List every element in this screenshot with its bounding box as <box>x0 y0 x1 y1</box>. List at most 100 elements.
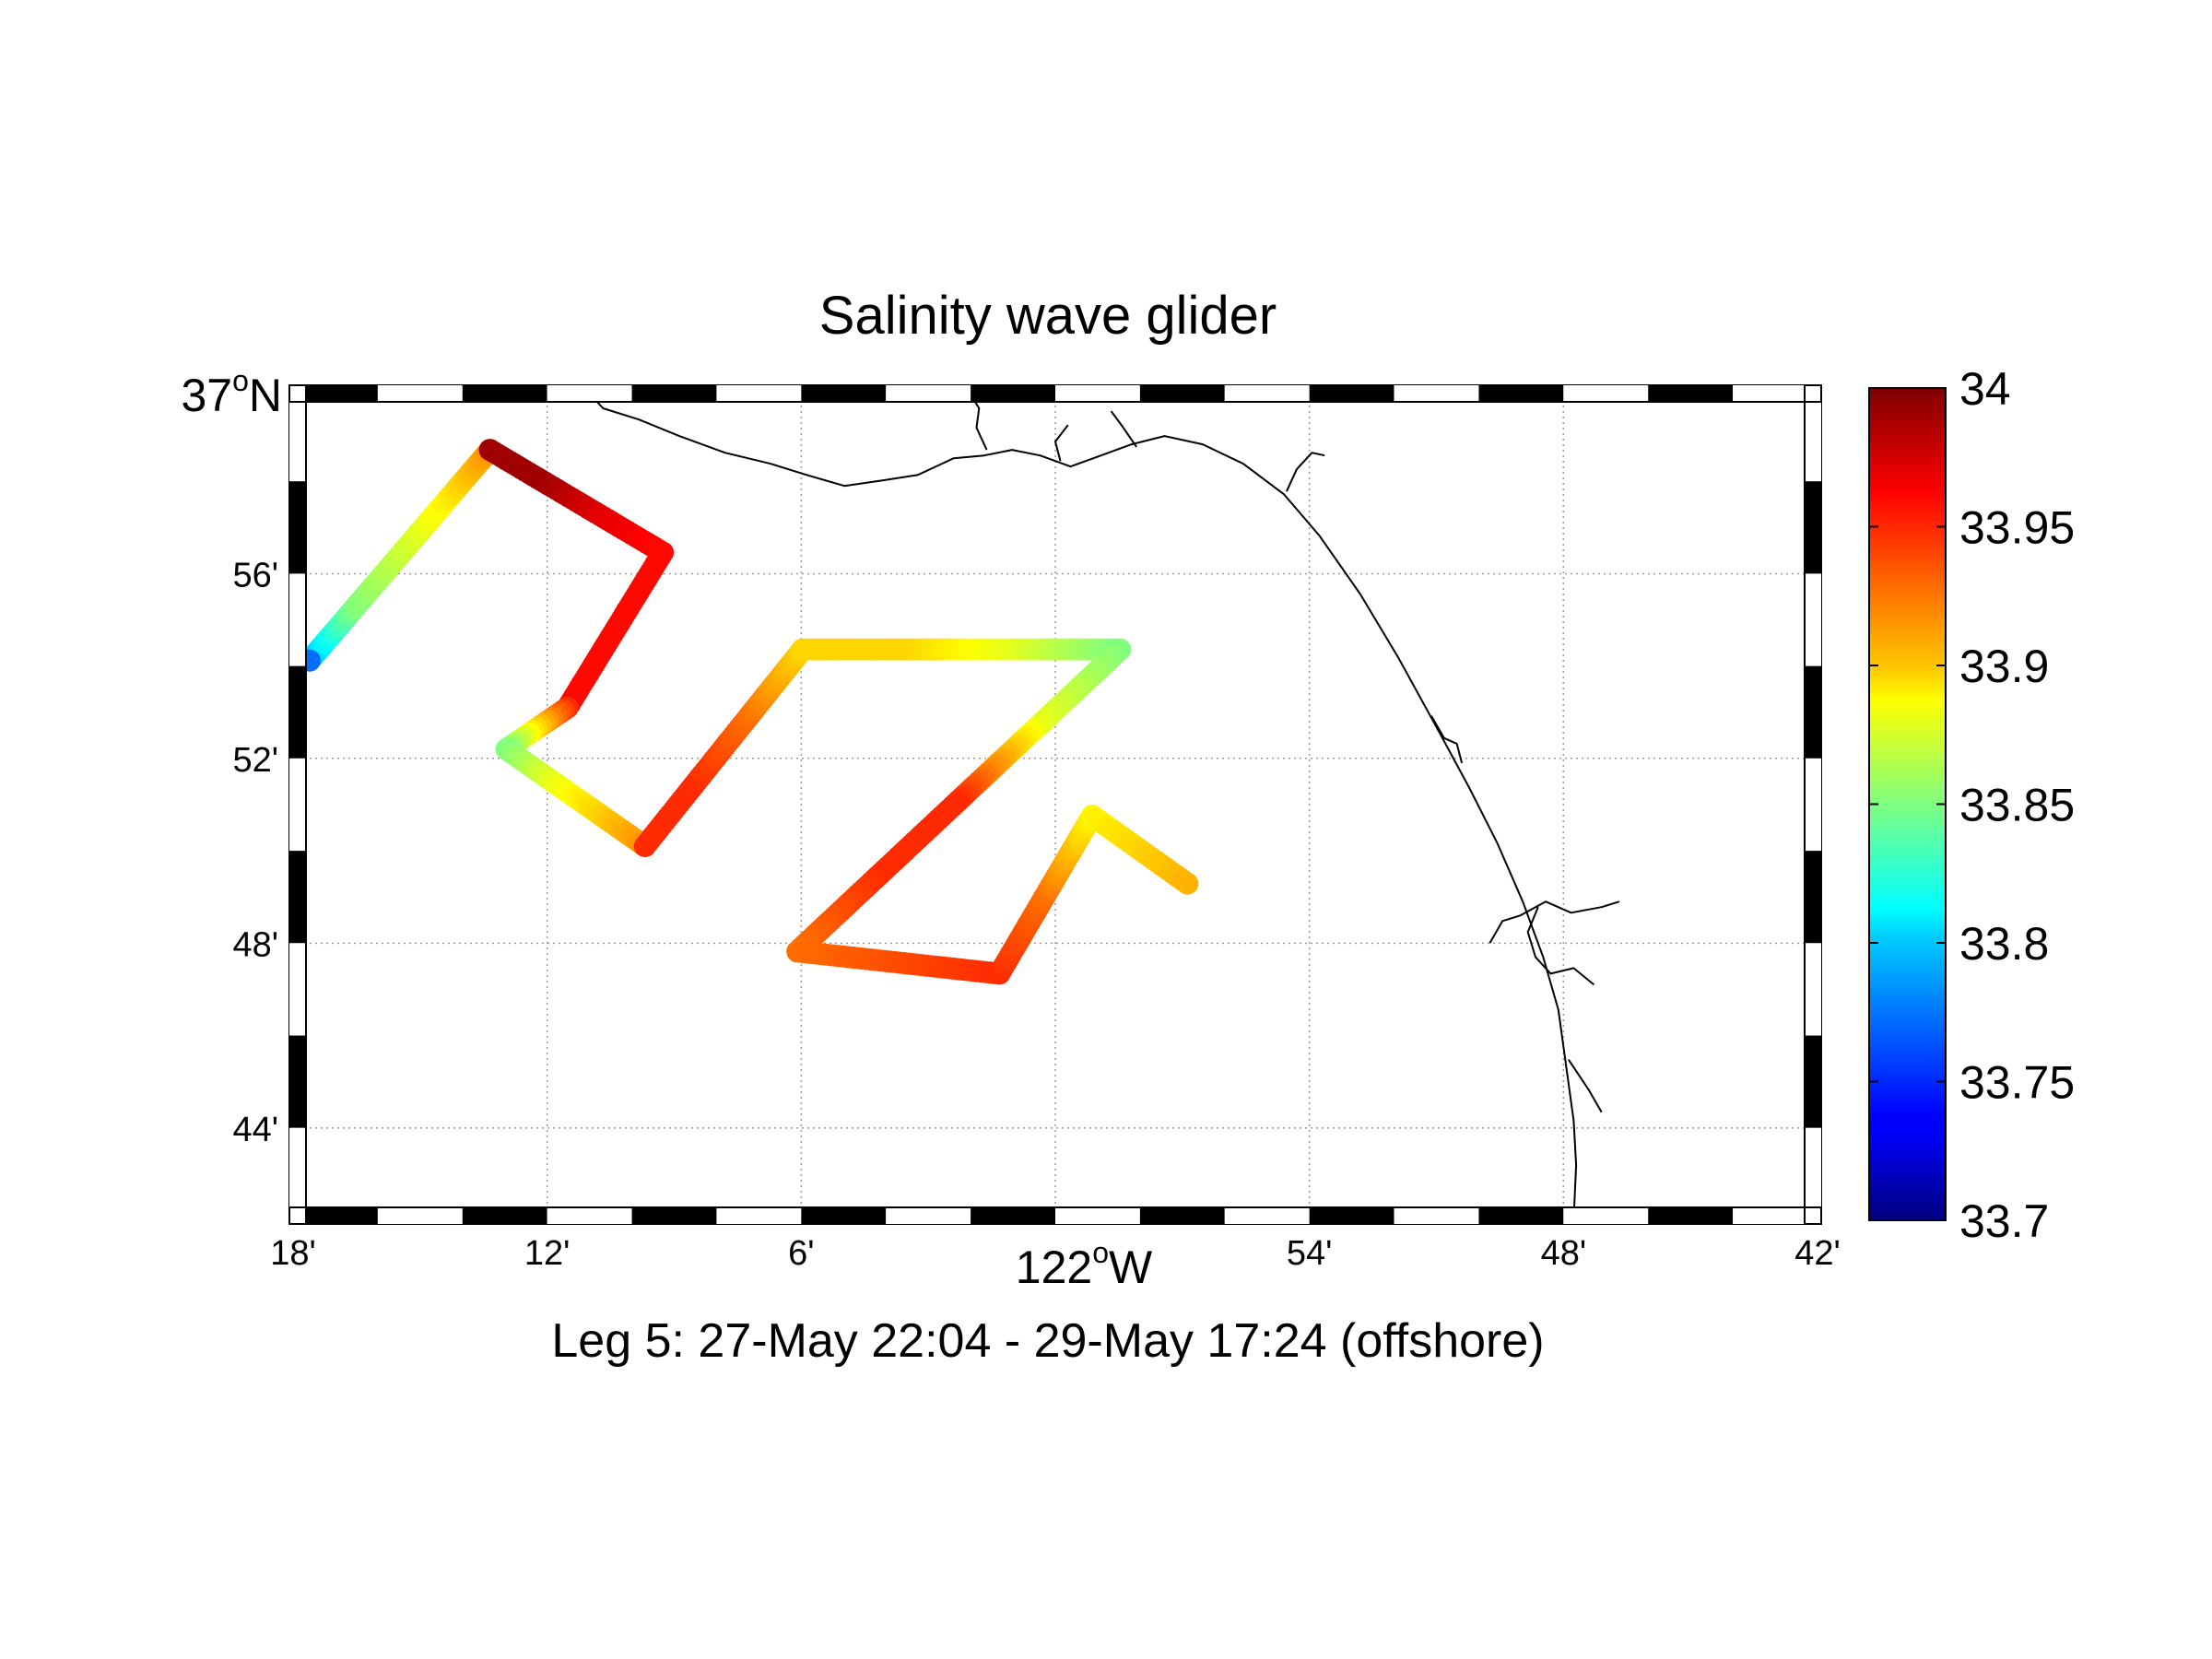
coastline-segment <box>592 398 1578 1211</box>
frame-segment-left <box>289 573 306 666</box>
frame-segment-top <box>1648 385 1734 402</box>
frame-segment-bottom <box>547 1207 632 1224</box>
frame-corner <box>288 1206 307 1225</box>
coastline-segment <box>1488 900 1620 944</box>
lat-corner-label: 37oN <box>181 364 282 421</box>
colorbar-tick-label: 33.75 <box>1959 1057 2075 1109</box>
frame-segment-right <box>1805 402 1821 482</box>
frame-segment-bottom <box>1055 1207 1140 1224</box>
plot-area-border <box>305 401 1806 1208</box>
x-tick-label: 12' <box>524 1234 571 1273</box>
frame-segment-bottom <box>886 1207 971 1224</box>
frame-segment-left <box>289 1127 306 1207</box>
colorbar-gradient <box>1868 387 1947 1221</box>
colorbar-tick-label: 33.9 <box>1959 641 2049 692</box>
frame-segment-top <box>971 385 1055 402</box>
frame-segment-top <box>1139 385 1225 402</box>
x-tick-label: 42' <box>1794 1234 1841 1273</box>
colorbar-tick-label: 33.7 <box>1959 1195 2049 1247</box>
map-grid <box>302 398 1808 1211</box>
coastline-segment <box>1567 1059 1603 1113</box>
frame-segment-bottom <box>1224 1207 1310 1224</box>
frame-segment-right <box>1805 573 1821 666</box>
x-tick-label: 54' <box>1287 1234 1333 1273</box>
colorbar-tick-label: 34 <box>1959 363 2011 415</box>
y-tick-label: 44' <box>232 1111 278 1149</box>
coastline-segment <box>1054 424 1069 462</box>
map-frame <box>288 384 1822 1225</box>
colorbar: 34 33.95 33.9 33.85 33.8 33.75 33.7 <box>1868 363 2075 1247</box>
frame-segment-top <box>377 385 463 402</box>
frame-segment-bottom <box>1563 1207 1649 1224</box>
y-tick-label: 52' <box>232 741 278 780</box>
x-tick-label: 18' <box>270 1234 316 1273</box>
colorbar-tick-label: 33.95 <box>1959 502 2075 554</box>
frame-segment-left <box>289 481 306 574</box>
frame-segment-bottom <box>462 1207 547 1224</box>
lat-corner-suffix: N <box>249 370 282 421</box>
frame-segment-top <box>547 385 632 402</box>
coastline-segment <box>1526 906 1595 986</box>
x-tick-label: 6' <box>788 1234 814 1273</box>
frame-segment-right <box>1805 481 1821 574</box>
track-point <box>1176 872 1199 895</box>
lon-center-sup: o <box>1092 1236 1109 1269</box>
coastline-segment <box>1110 410 1138 448</box>
frame-segment-bottom <box>1394 1207 1479 1224</box>
frame-segment-bottom <box>1478 1207 1564 1224</box>
frame-segment-right <box>1805 943 1821 1036</box>
frame-segment-bottom <box>1648 1207 1734 1224</box>
frame-segment-top <box>1055 385 1140 402</box>
coastline <box>592 398 1620 1211</box>
coastline-segment <box>1430 715 1464 764</box>
frame-segment-bottom <box>1733 1207 1805 1224</box>
frame-segment-right <box>1805 851 1821 944</box>
frame-segment-bottom <box>971 1207 1055 1224</box>
lat-corner-deg: 37 <box>181 370 232 421</box>
frame-segment-left <box>289 665 306 759</box>
glider-track <box>302 439 1199 985</box>
frame-segment-top <box>886 385 971 402</box>
frame-segment-bottom <box>801 1207 887 1224</box>
frame-segment-bottom <box>631 1207 717 1224</box>
frame-segment-top <box>801 385 887 402</box>
x-tick-labels: 18' 12' 6' 54' 48' 42' <box>270 1234 1841 1273</box>
frame-corner <box>1804 1206 1822 1225</box>
frame-segment-bottom <box>306 1207 378 1224</box>
chart-title: Salinity wave glider <box>819 286 1277 346</box>
frame-segment-top <box>716 385 802 402</box>
colorbar-tick-label: 33.8 <box>1959 918 2049 970</box>
frame-segment-right <box>1805 1127 1821 1207</box>
lon-center-deg: 122 <box>1016 1241 1092 1293</box>
frame-segment-top <box>462 385 547 402</box>
frame-segment-left <box>289 851 306 944</box>
frame-segment-left <box>289 402 306 482</box>
y-tick-label: 48' <box>232 925 278 964</box>
frame-segment-left <box>289 758 306 852</box>
lat-corner-sup: o <box>232 364 249 397</box>
frame-segment-right <box>1805 1035 1821 1128</box>
colorbar-tick-label: 33.85 <box>1959 780 2075 831</box>
frame-segment-top <box>1309 385 1394 402</box>
frame-segment-bottom <box>1309 1207 1394 1224</box>
frame-corner <box>1804 384 1822 403</box>
frame-corner <box>288 384 307 403</box>
frame-segment-right <box>1805 758 1821 852</box>
frame-segment-bottom <box>716 1207 802 1224</box>
y-tick-label: 56' <box>232 557 278 595</box>
frame-segment-top <box>306 385 378 402</box>
frame-segment-left <box>289 943 306 1036</box>
chart-subtitle: Leg 5: 27-May 22:04 - 29-May 17:24 (offs… <box>551 1314 1544 1368</box>
coastline-segment <box>1285 452 1325 492</box>
frame-segment-left <box>289 1035 306 1128</box>
frame-segment-right <box>1805 665 1821 759</box>
frame-segment-top <box>1394 385 1479 402</box>
frame-segment-top <box>1563 385 1649 402</box>
y-tick-labels: 56' 52' 48' 44' <box>232 557 278 1149</box>
x-tick-label: 48' <box>1541 1234 1587 1273</box>
lon-center-suffix: W <box>1109 1241 1153 1293</box>
frame-segment-top <box>1733 385 1805 402</box>
frame-segment-bottom <box>377 1207 463 1224</box>
lon-center-label: 122oW <box>1016 1236 1153 1293</box>
